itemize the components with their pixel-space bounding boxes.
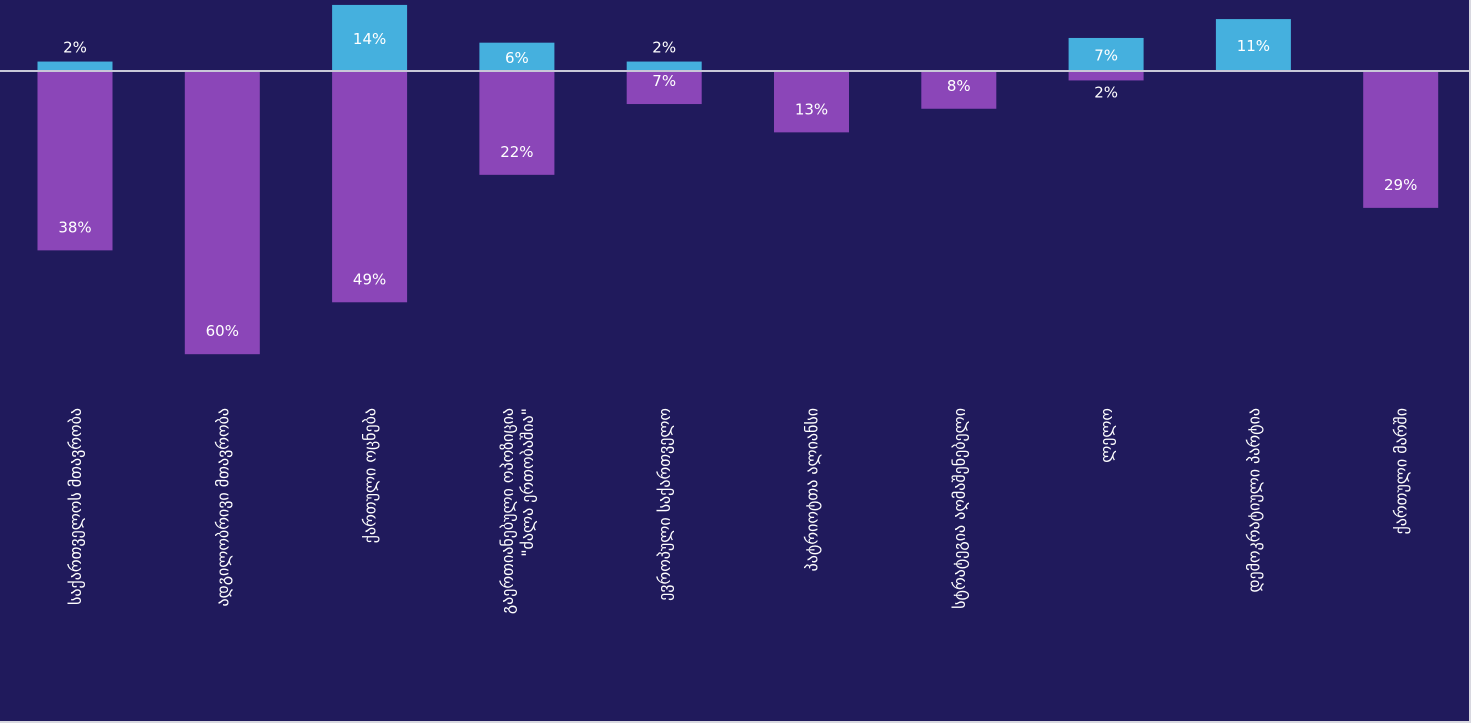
value-label-positive-8: 11% xyxy=(1237,37,1270,55)
value-label-negative-4: 7% xyxy=(652,72,676,90)
value-label-negative-3: 22% xyxy=(500,143,533,161)
value-label-negative-6: 8% xyxy=(947,77,971,95)
value-label-positive-3: 6% xyxy=(505,49,529,67)
category-label-4: ევროპული საქართველო xyxy=(655,408,674,601)
category-label-1: ადგილობრივი მთავრობა xyxy=(213,408,232,606)
value-label-positive-4: 2% xyxy=(652,39,676,57)
category-label-8: დემოკრატიული პარტია xyxy=(1244,408,1263,593)
value-label-negative-0: 38% xyxy=(58,218,91,236)
bar-negative-5 xyxy=(774,71,849,133)
category-label-0: საქართველოს მთავრობა xyxy=(66,408,85,605)
bar-negative-2 xyxy=(332,71,408,303)
category-label-9: ქართული მარში xyxy=(1392,408,1411,534)
value-label-positive-2: 14% xyxy=(353,30,386,48)
bar-negative-3 xyxy=(479,71,555,175)
value-labels-layer: 2% 38% 60% 14% 49% 6% 22% 2% 7% 13% 8% 7% 2% 11% 29% xyxy=(58,30,1417,340)
bars-layer xyxy=(37,4,1439,355)
category-label-3: გაერთიანებული ოპოზიცია"ძალა ერთობაშია" xyxy=(498,408,537,614)
bar-positive-2 xyxy=(332,4,408,72)
bar-negative-9 xyxy=(1363,71,1439,208)
value-label-negative-9: 29% xyxy=(1384,176,1417,194)
bar-negative-0 xyxy=(37,71,113,251)
bar-negative-6 xyxy=(921,71,997,109)
bar-positive-8 xyxy=(1215,19,1291,71)
value-label-negative-2: 49% xyxy=(353,270,386,288)
value-label-negative-5: 13% xyxy=(795,100,828,118)
bar-negative-7 xyxy=(1068,71,1144,81)
category-label-7: ლელო xyxy=(1097,408,1116,463)
bar-positive-4 xyxy=(626,61,702,71)
category-label-6: სტრატეგია აღმაშენებელი xyxy=(950,408,969,609)
bar-negative-4 xyxy=(626,71,702,105)
category-label-2: ქართული ოცნება xyxy=(361,408,380,543)
category-labels-layer: საქართველოს მთავრობა ადგილობრივი მთავრობა… xyxy=(66,408,1411,614)
value-label-negative-7: 2% xyxy=(1094,83,1118,101)
bar-positive-7 xyxy=(1068,37,1144,71)
bar-positive-0 xyxy=(37,61,113,71)
value-label-positive-0: 2% xyxy=(63,39,87,57)
bar-negative-1 xyxy=(184,71,260,355)
bar-positive-3 xyxy=(479,42,555,71)
category-label-5: პატრიოტთა ალიანსი xyxy=(803,408,822,571)
value-label-positive-7: 7% xyxy=(1094,46,1118,64)
value-label-negative-1: 60% xyxy=(206,322,239,340)
